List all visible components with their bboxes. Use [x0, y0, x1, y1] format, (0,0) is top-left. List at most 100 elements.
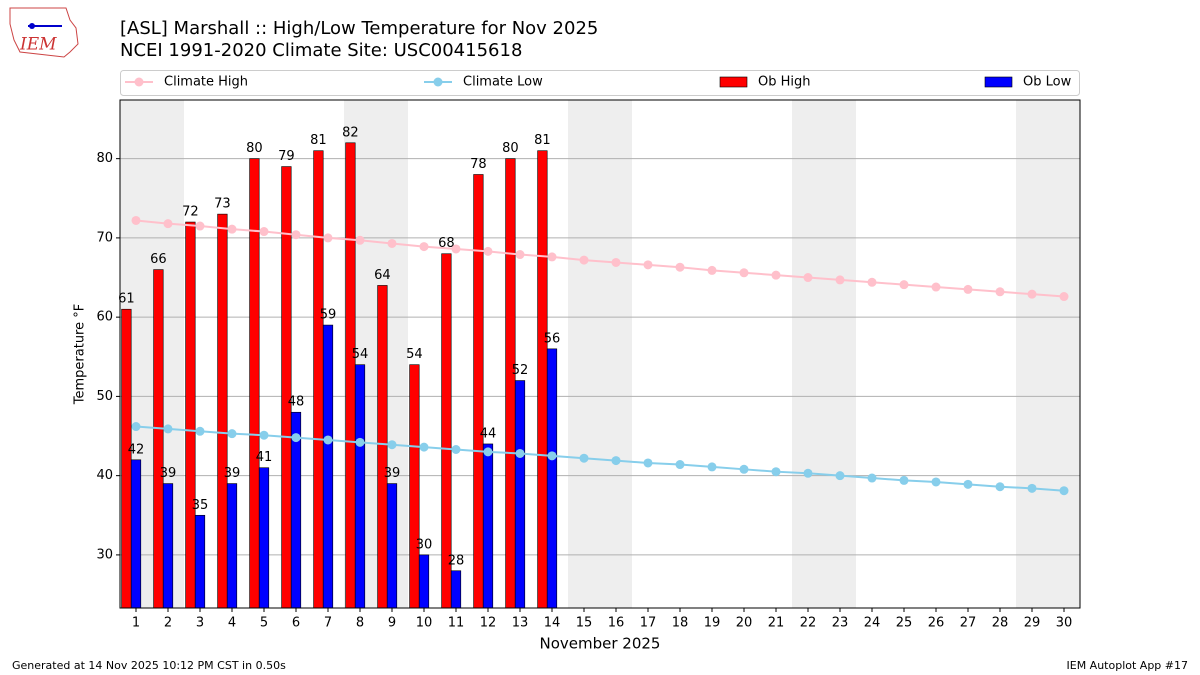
- weekend-shade: [568, 100, 600, 608]
- y-tick-label: 30: [96, 547, 113, 562]
- point: [291, 433, 301, 443]
- footer-left: Generated at 14 Nov 2025 10:12 PM CST in…: [12, 659, 286, 672]
- point: [131, 422, 141, 432]
- bar: [322, 324, 334, 609]
- data-label: 59: [320, 308, 337, 323]
- point: [707, 462, 717, 472]
- point: [579, 255, 589, 265]
- weekend-shade: [1016, 100, 1048, 608]
- chart-title: [ASL] Marshall :: High/Low Temperature f…: [120, 18, 598, 39]
- point: [931, 477, 941, 487]
- legend-label: Climate Low: [463, 75, 543, 90]
- data-label: 64: [374, 268, 391, 283]
- x-tick-label: 15: [576, 616, 593, 631]
- data-label: 81: [310, 133, 327, 148]
- legend-label: Climate High: [164, 75, 248, 90]
- bar: [546, 348, 558, 609]
- point: [387, 238, 397, 248]
- point: [611, 456, 621, 466]
- bar: [194, 514, 206, 609]
- x-tick-label: 6: [292, 616, 300, 631]
- weekend-shade: [600, 100, 632, 608]
- point: [771, 270, 781, 280]
- data-label: 42: [128, 442, 145, 457]
- x-tick-label: 29: [1024, 616, 1041, 631]
- point: [611, 257, 621, 267]
- bar: [130, 459, 142, 609]
- point: [675, 460, 685, 470]
- data-label: 54: [352, 347, 369, 362]
- x-tick-label: 28: [992, 616, 1009, 631]
- x-tick-label: 12: [480, 616, 497, 631]
- plot-frame: [119, 99, 1081, 609]
- point: [899, 280, 909, 290]
- point: [1059, 486, 1069, 496]
- point: [323, 435, 333, 445]
- point: [899, 475, 909, 485]
- bar: [258, 467, 270, 609]
- point: [323, 233, 333, 243]
- weekend-shade: [792, 100, 824, 608]
- point: [1059, 292, 1069, 302]
- chart-subtitle: NCEI 1991-2020 Climate Site: USC00415618: [120, 40, 522, 61]
- bar: [217, 213, 228, 609]
- data-label: 80: [246, 141, 263, 156]
- data-label: 54: [406, 347, 423, 362]
- data-label: 44: [480, 426, 497, 441]
- bar: [482, 443, 494, 609]
- point: [739, 464, 749, 474]
- data-label: 30: [416, 537, 433, 552]
- logo-icon: [29, 23, 35, 29]
- data-label: 82: [342, 125, 359, 140]
- point: [355, 437, 365, 447]
- x-tick-label: 10: [416, 616, 433, 631]
- point: [963, 479, 973, 489]
- legend-label: Ob High: [758, 75, 811, 90]
- point: [867, 277, 877, 287]
- x-tick-label: 1: [132, 616, 140, 631]
- x-tick-label: 17: [640, 616, 657, 631]
- y-tick-label: 50: [96, 389, 113, 404]
- point: [259, 227, 269, 237]
- point: [675, 262, 685, 272]
- x-tick-label: 13: [512, 616, 529, 631]
- data-label: 48: [288, 395, 305, 410]
- x-tick-label: 2: [164, 616, 172, 631]
- x-tick-label: 27: [960, 616, 977, 631]
- data-label: 80: [502, 141, 519, 156]
- x-tick-label: 19: [704, 616, 721, 631]
- legend-box: [120, 70, 1080, 96]
- data-label: 28: [448, 553, 465, 568]
- x-tick-label: 18: [672, 616, 689, 631]
- x-tick-label: 30: [1056, 616, 1073, 631]
- bar: [354, 364, 366, 609]
- point: [803, 468, 813, 478]
- x-tick-label: 25: [896, 616, 913, 631]
- data-label: 41: [256, 450, 273, 465]
- point: [803, 273, 813, 283]
- x-tick-label: 22: [800, 616, 817, 631]
- bar: [121, 308, 132, 609]
- bar: [377, 285, 388, 609]
- data-label: 72: [182, 205, 199, 220]
- y-tick-label: 40: [96, 468, 113, 483]
- bar: [450, 570, 462, 609]
- y-axis-label: Temperature °F: [73, 304, 88, 405]
- y-tick-label: 60: [96, 310, 113, 325]
- x-tick-label: 14: [544, 616, 561, 631]
- data-label: 35: [192, 498, 209, 513]
- bar: [505, 158, 516, 609]
- weekend-shade: [824, 100, 856, 608]
- x-tick-label: 7: [324, 616, 332, 631]
- point: [643, 458, 653, 468]
- bar: [514, 380, 526, 609]
- line: [135, 425, 1065, 492]
- data-label: 39: [224, 466, 241, 481]
- x-axis-label: November 2025: [540, 635, 661, 653]
- x-tick-label: 26: [928, 616, 945, 631]
- y-tick-label: 70: [96, 230, 113, 245]
- bar: [345, 142, 356, 609]
- point: [835, 275, 845, 285]
- point: [547, 451, 557, 461]
- logo-outline: [9, 7, 79, 58]
